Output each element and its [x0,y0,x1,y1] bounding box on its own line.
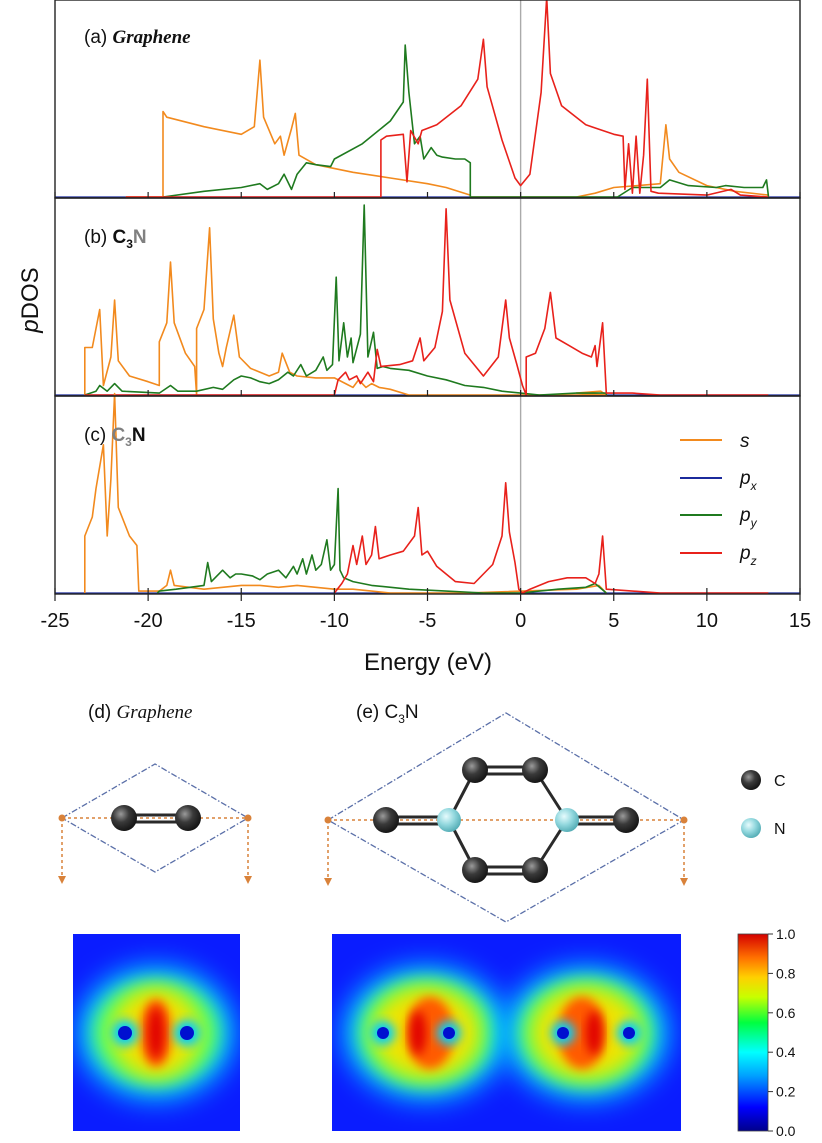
panel-b-series-s [84,227,608,396]
panel-c-frame [54,395,801,595]
legend-label-pz: pz [739,543,757,568]
structure-graphene: (d) Graphene [58,702,252,884]
nitrogen-atom [437,808,461,832]
colorbar-tick-label: 1.0 [776,926,796,942]
dos-legend: s px py pz [680,431,758,568]
colorbar-tick-label: 0.4 [776,1044,796,1060]
arrowhead [324,878,688,886]
carbon-atom [522,857,548,883]
y-axis-title: pDOS [17,267,44,333]
bonds [386,765,626,876]
x-tick-label: -20 [134,610,163,632]
carbon-atom [462,857,488,883]
x-tick-label: -5 [419,610,437,632]
dos-series-layer [55,0,800,594]
elf-map-graphene [73,934,240,1131]
lattice-point [680,816,688,824]
lattice-point [58,814,66,822]
panel-c-series-py [156,487,607,594]
colorbar-tick-label: 0.2 [776,1084,796,1100]
carbon-legend-label: C [774,773,786,790]
colorbar-gradient [737,933,769,1132]
carbon-legend-icon [741,770,761,790]
carbon-atom [175,805,201,831]
carbon-atom [373,807,399,833]
nitrogen-legend-label: N [774,821,786,838]
x-tick-label: 10 [696,610,718,632]
x-axis-title: Energy (eV) [364,649,492,676]
elf-map-c3n [332,934,681,1131]
lattice-point [244,814,252,822]
panel-b-frame [54,197,801,397]
atom-legend: C N [741,770,786,838]
colorbar-tick-label: 0.6 [776,1005,796,1021]
panel-b-series-pz [84,208,769,396]
panel-a-label: (a) Graphene [84,27,191,48]
colorbar-tick-label: 0.8 [776,965,796,981]
carbon-atom [613,807,639,833]
panel-c-series-s [84,392,607,594]
lattice-point [324,816,332,824]
x-tick-label: 5 [608,610,619,632]
x-tick-label: -10 [320,610,349,632]
nitrogen-legend-icon [741,818,761,838]
colorbar: 0.0 0.2 0.4 0.6 0.8 1.0 [737,926,796,1139]
panel-a-series-py [162,44,770,198]
carbon-atom [111,805,137,831]
panel-a-series-s [125,59,770,198]
panel-c-series-pz [333,482,769,594]
structure-d-label: (d) Graphene [88,702,192,723]
panel-c-label: (c) C3N [84,425,146,449]
carbon-atom [522,757,548,783]
panel-b-label: (b) C3N [84,227,147,251]
structure-e-label: (e) C3N [356,702,419,726]
legend-label-py: py [739,505,758,530]
arrowhead [58,876,252,884]
x-axis: -25 -20 -15 -10 -5 0 5 10 15 [41,192,811,632]
x-tick-label: -15 [227,610,256,632]
carbon-atom [462,757,488,783]
colorbar-ticks: 0.0 0.2 0.4 0.6 0.8 1.0 [768,926,796,1139]
legend-label-s: s [740,431,750,452]
colorbar-tick-label: 0.0 [776,1123,796,1139]
panel-a-series-pz [125,0,769,198]
x-tick-label: 0 [515,610,526,632]
panel-b-series-py [84,204,608,396]
x-tick-label: 15 [789,610,811,632]
dos-plot: -25 -20 -15 -10 -5 0 5 10 15 (a) Graphene (b) C3… [17,0,811,676]
nitrogen-atom [555,808,579,832]
structure-c3n: (e) C3N [324,702,688,923]
legend-label-px: px [739,468,758,493]
x-tick-label: -25 [41,610,70,632]
